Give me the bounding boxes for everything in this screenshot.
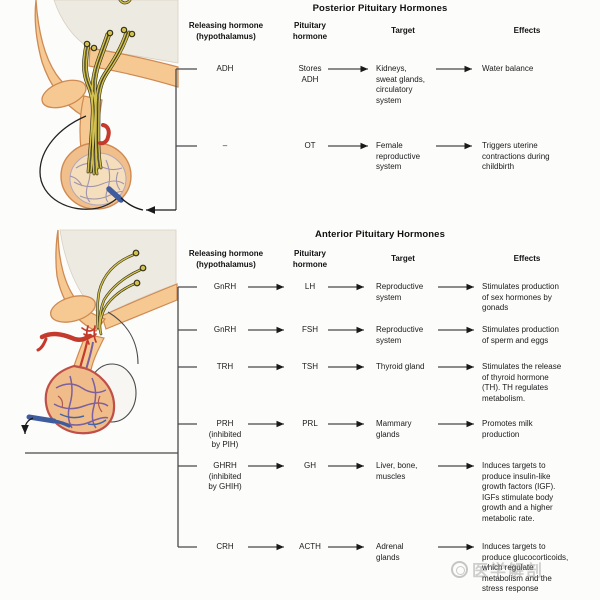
posterior-row1-effects: Water balance (482, 64, 534, 73)
anterior-row3-pituitary: TSH (302, 362, 318, 371)
posterior-row2-releasing: – (222, 141, 228, 150)
anterior-row2-effects: Stimulates production of sperm and eggs (482, 325, 559, 345)
anterior-row5-target: Liver, bone, muscles (376, 461, 418, 481)
posterior-pituitary-illustration (34, 0, 179, 210)
anterior-row1-effects: Stimulates production of sex hormones by… (482, 282, 559, 313)
hypothalamus-tissue (49, 229, 178, 332)
anterior-row5-pituitary: GH (304, 461, 316, 470)
anterior-row6-pituitary: ACTH (299, 542, 321, 551)
circulation-loop-outline (39, 115, 121, 210)
anterior-row1-target: Reproductive system (376, 282, 424, 302)
anterior-row5-effects: Induces targets to produce insulin-like … (482, 461, 556, 523)
anterior-row3-releasing: TRH (216, 362, 234, 371)
posterior-row2-pituitary: OT (304, 141, 316, 150)
anterior-row3-effects: Stimulates the release of thyroid hormon… (482, 362, 562, 403)
posterior-lobe-outline (107, 311, 139, 365)
anterior-row4-releasing: PRH (inhibited by PIH) (208, 419, 242, 450)
posterior-header-effects: Effects (513, 26, 541, 35)
watermark-text: 医学解剖 (472, 561, 545, 580)
anterior-row6-target: Adrenal glands (376, 542, 404, 562)
anterior-row2-pituitary: FSH (302, 325, 318, 334)
artery-and-portal-plexus (36, 325, 97, 370)
anterior-row6-releasing: CRH (216, 542, 234, 551)
neuron-cell-bodies (83, 26, 136, 52)
anterior-row1-releasing: GnRH (213, 282, 237, 291)
anterior-row1-pituitary: LH (304, 282, 316, 291)
posterior-header-target: Target (391, 26, 415, 35)
anterior-row3-target: Thyroid gland (376, 362, 425, 371)
anterior-row4-target: Mammary glands (376, 419, 412, 439)
anterior-row2-target: Reproductive system (376, 325, 424, 345)
posterior-row1-target: Kidneys, sweat glands, circulatory syste… (376, 64, 425, 105)
posterior-section-title: Posterior Pituitary Hormones (312, 3, 448, 14)
anterior-row4-effects: Promotes milk production (482, 419, 533, 439)
posterior-row2-target: Female reproductive system (376, 141, 421, 172)
posterior-row2-effects: Triggers uterine contractions during chi… (482, 141, 550, 172)
neuron-axon-fibers (82, 0, 136, 176)
posterior-header-pituitary-hormone: Pituitary hormone (292, 21, 328, 41)
anterior-header-releasing-hormone: Releasing hormone (hypothalamus) (188, 249, 264, 269)
anterior-row5-releasing: GHRH (inhibited by GHIH) (208, 461, 242, 492)
watermark-logo-icon (451, 560, 468, 578)
capillary-network-purple (53, 375, 109, 429)
anterior-row6-effects: Induces targets to produce glucocorticoi… (482, 542, 569, 594)
watermark: 医学解剖 (451, 557, 544, 581)
neuron-cell-bodies (132, 249, 147, 287)
posterior-row1-releasing: ADH (216, 64, 234, 73)
anterior-header-effects: Effects (513, 254, 541, 263)
hypothalamus-tissue (34, 0, 179, 117)
artery-red-segment (98, 123, 111, 146)
anterior-row4-pituitary: PRL (302, 419, 318, 428)
posterior-row1-pituitary: Stores ADH (298, 64, 322, 84)
neuron-axon-fibers (96, 249, 147, 336)
anterior-row2-releasing: GnRH (213, 325, 237, 334)
vein-blue-segment (106, 186, 124, 203)
anterior-header-pituitary-hormone: Pituitary hormone (292, 249, 328, 269)
anterior-lobe-gland (44, 364, 116, 435)
posterior-header-releasing-hormone: Releasing hormone (hypothalamus) (188, 21, 264, 41)
anterior-header-target: Target (391, 254, 415, 263)
anterior-pituitary-illustration (26, 229, 178, 435)
anterior-section-title: Anterior Pituitary Hormones (315, 229, 445, 240)
